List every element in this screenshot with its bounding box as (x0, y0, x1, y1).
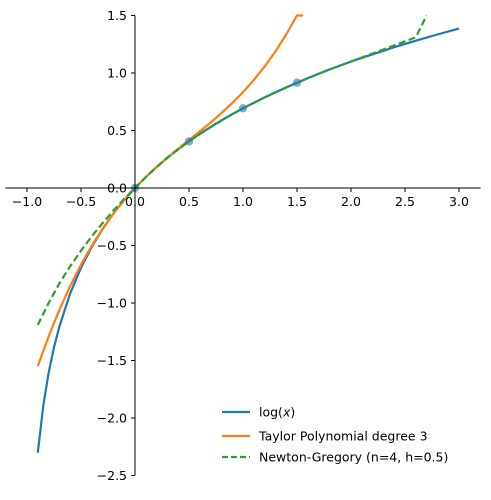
y-tick-label-5: 0.0 (107, 181, 127, 196)
x-tick-label-3: 0.5 (179, 194, 199, 209)
legend: log(x) Taylor Polynomial degree 3 Newton… (222, 405, 448, 465)
y-tick-label-6: 0.5 (107, 123, 127, 138)
legend-label-2: Newton-Gregory (n=4, h=0.5) (259, 450, 448, 465)
y-tick-label-7: 1.0 (107, 66, 127, 81)
sample-point-2 (238, 104, 248, 113)
y-tick-label-4: −0.5 (97, 238, 127, 253)
x-tick-label-2: 0.0 (125, 194, 145, 209)
y-tick-label-3: −1.0 (97, 296, 127, 311)
legend-label-1: Taylor Polynomial degree 3 (258, 429, 428, 444)
x-tick-label-6: 2.0 (341, 194, 361, 209)
series-line-1 (36, 14, 304, 367)
sample-point-1 (184, 137, 194, 146)
sample-point-3 (292, 78, 302, 87)
legend-item-0: log(x) (222, 405, 295, 420)
series-line-2 (36, 15, 428, 326)
legend-item-1: Taylor Polynomial degree 3 (222, 429, 428, 444)
axes-layer: −1.0 −0.5 0.0 0.5 1.0 1.5 2.0 2.5 3.0 −2.5 −2.0 −1.… (5, 8, 481, 483)
x-tick-label-4: 1.0 (233, 194, 253, 209)
x-tick-label-5: 1.5 (287, 194, 307, 209)
x-tick-label-7: 2.5 (395, 194, 415, 209)
y-tick-label-0: −2.5 (97, 468, 127, 483)
points-layer (130, 78, 302, 193)
x-tick-label-8: 3.0 (449, 194, 469, 209)
x-tick-label-1: −0.5 (66, 194, 96, 209)
series-layer (36, 14, 460, 453)
x-tick-label-0: −1.0 (12, 194, 42, 209)
y-tick-label-8: 1.5 (107, 8, 127, 23)
y-tick-label-2: −1.5 (97, 353, 127, 368)
legend-item-2: Newton-Gregory (n=4, h=0.5) (222, 450, 448, 465)
y-tick-label-1: −2.0 (97, 411, 127, 426)
legend-label-0: log(x) (259, 405, 295, 420)
